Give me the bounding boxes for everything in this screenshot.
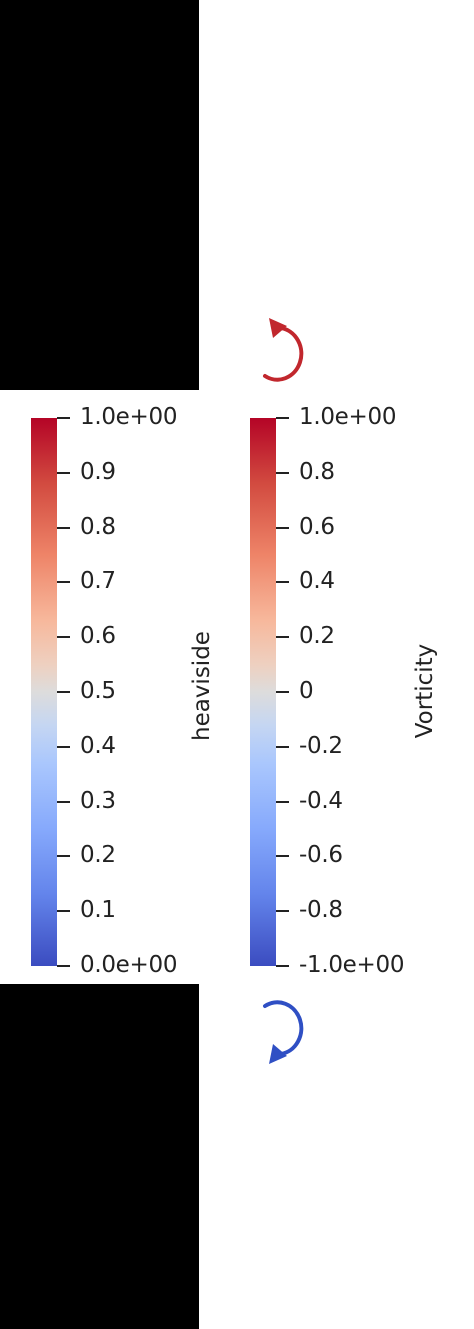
vorticity-tick <box>276 581 289 584</box>
vorticity-tick-label: 0.6 <box>299 513 335 540</box>
heaviside-tick <box>57 581 70 584</box>
heaviside-tick-label: 0.0e+00 <box>80 952 178 978</box>
heaviside-tick-label: 1.0e+00 <box>80 404 178 430</box>
heaviside-tick-label: 0.6 <box>80 623 116 650</box>
black-top-panel <box>0 0 199 390</box>
heaviside-tick <box>57 910 70 913</box>
vorticity-tick-label: -1.0e+00 <box>299 952 405 978</box>
vorticity-tick-label: -0.6 <box>299 842 343 869</box>
vorticity-tick <box>276 965 289 967</box>
heaviside-tick <box>57 471 70 474</box>
heaviside-tick <box>57 417 70 419</box>
heaviside-tick <box>57 800 70 803</box>
heaviside-tick-label: 0.2 <box>80 842 116 869</box>
vorticity-title: Vorticity <box>412 643 438 739</box>
heaviside-tick-label: 0.1 <box>80 897 116 924</box>
black-bottom-panel <box>0 984 199 1329</box>
heaviside-tick <box>57 855 70 858</box>
heaviside-tick <box>57 636 70 639</box>
vorticity-tick <box>276 417 289 419</box>
vorticity-colorbar <box>250 418 276 966</box>
vorticity-tick-label: 0 <box>299 678 314 704</box>
heaviside-tick <box>57 965 70 967</box>
vorticity-tick-label: -0.4 <box>299 787 343 814</box>
vorticity-tick <box>276 636 289 639</box>
heaviside-tick-label: 0.7 <box>80 568 116 595</box>
heaviside-tick-label: 0.8 <box>80 513 116 540</box>
heaviside-colorbar <box>31 418 57 966</box>
vorticity-tick <box>276 471 289 474</box>
vorticity-tick-label: 0.4 <box>299 568 335 595</box>
vorticity-tick <box>276 800 289 803</box>
heaviside-tick <box>57 691 70 693</box>
heaviside-tick <box>57 526 70 529</box>
vorticity-tick-label: -0.2 <box>299 732 343 759</box>
vorticity-tick <box>276 745 289 748</box>
heaviside-title: heaviside <box>189 631 215 741</box>
vorticity-tick <box>276 855 289 858</box>
vorticity-tick <box>276 910 289 913</box>
heaviside-tick-label: 0.9 <box>80 458 116 485</box>
clockwise-rotation-arrow-icon <box>263 1000 304 1064</box>
vorticity-tick-label: -0.8 <box>299 897 343 924</box>
heaviside-tick-label: 0.4 <box>80 732 116 759</box>
heaviside-tick-label: 0.3 <box>80 787 116 814</box>
heaviside-tick <box>57 745 70 748</box>
vorticity-tick-label: 0.8 <box>299 458 335 485</box>
heaviside-tick-label: 0.5 <box>80 678 116 704</box>
vorticity-tick <box>276 691 289 693</box>
vorticity-tick-label: 0.2 <box>299 623 335 650</box>
vorticity-tick <box>276 526 289 529</box>
counterclockwise-rotation-arrow-icon <box>263 318 304 382</box>
vorticity-tick-label: 1.0e+00 <box>299 404 397 430</box>
